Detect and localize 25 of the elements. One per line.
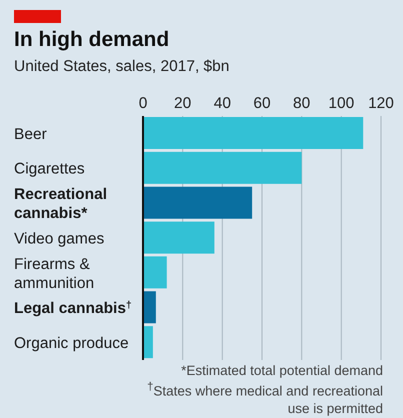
bar <box>143 152 302 184</box>
y-tick-label: Organic produce <box>14 334 129 352</box>
bar <box>143 222 214 254</box>
bar <box>143 326 153 358</box>
x-tick-label: 40 <box>214 95 232 112</box>
bar <box>143 291 156 324</box>
bar <box>143 186 252 219</box>
x-tick-label: 60 <box>253 95 271 112</box>
x-tick-label: 100 <box>328 95 355 112</box>
chart-subtitle: United States, sales, 2017, $bn <box>14 58 230 76</box>
bar <box>143 117 364 149</box>
y-tick-label: Beer <box>14 126 47 143</box>
bar <box>143 256 167 288</box>
y-tick-label: Firearms & ammunition <box>14 256 94 292</box>
chart-title: In high demand <box>14 28 170 52</box>
y-tick-label: Video games <box>14 230 104 248</box>
y-tick-label: Cigarettes <box>14 160 85 178</box>
x-tick-label: 120 <box>368 95 394 112</box>
text: *Estimated total potential demand <box>180 362 383 379</box>
y-tick-label: Recreational cannabis* <box>14 186 108 222</box>
text: $^{†}$States where medical and recreational use is permitted <box>146 380 383 416</box>
x-tick-label: 20 <box>174 95 192 112</box>
x-tick-label: 0 <box>138 95 148 112</box>
y-tick-label: Legal cannabis$^{†}$ <box>14 300 132 318</box>
x-tick-label: 80 <box>293 95 311 112</box>
